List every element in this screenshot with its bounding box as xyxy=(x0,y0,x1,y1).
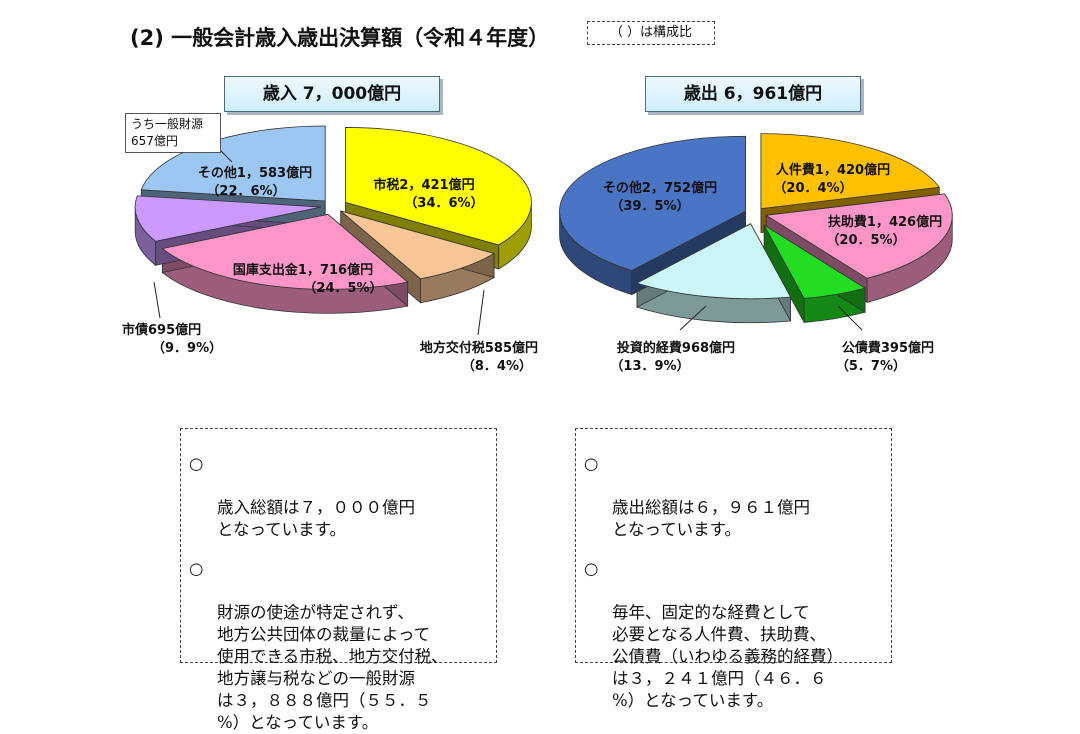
slice-jinken xyxy=(760,133,940,210)
label-rev-sonota: その他1，583億円 xyxy=(198,165,312,181)
note-text: 歳出総額は６，９６１億円 となっています。 xyxy=(612,498,810,539)
revenue-pie xyxy=(134,125,532,314)
note-text: 毎年、固定的な経費として 必要となる人件費、扶助費、 公債費（いわゆる義務的経費… xyxy=(612,603,843,710)
slice-shisai xyxy=(134,195,322,242)
label-exp-toshi: 投資的経費968億円 xyxy=(617,340,735,356)
label-exp-jinken: 人件費1，420億円 xyxy=(776,162,890,178)
revenue-note: ○ 歳入総額は７，０００億円 となっています。 xyxy=(189,453,488,541)
expenditure-note: ○ 毎年、固定的な経費として 必要となる人件費、扶助費、 公債費（いわゆる義務的… xyxy=(584,558,883,712)
revenue-note: ○ 財源の使途が特定されず、 地方公共団体の裁量によって 使用できる市税、地方交… xyxy=(189,558,488,734)
ratio-note: （ ）は構成比 xyxy=(587,21,715,45)
label-rev-chihokofu: 地方交付税585億円 xyxy=(420,340,538,356)
pct-rev-kokko: （24．5%） xyxy=(303,280,382,296)
bullet-circle: ○ xyxy=(584,559,599,578)
expenditure-pie xyxy=(559,133,953,324)
slice-kosai xyxy=(763,224,867,299)
pie-charts: その他1，583億円 （22．6%） 市税2，421億円 （34．6%） 国庫支… xyxy=(122,125,953,374)
bullet-circle: ○ xyxy=(189,559,204,578)
pct-exp-sonota: （39．5%） xyxy=(610,198,689,214)
label-exp-fujo: 扶助費1，426億円 xyxy=(828,214,942,230)
note-text: 歳入総額は７，０００億円 となっています。 xyxy=(217,498,415,539)
expenditure-notes-box: ○ 歳出総額は６，９６１億円 となっています。 ○ 毎年、固定的な経費として 必… xyxy=(575,428,892,710)
pct-exp-kosai: （5．7%） xyxy=(836,358,906,374)
revenue-notes-box: ○ 歳入総額は７，０００億円 となっています。 ○ 財源の使途が特定されず、 地… xyxy=(180,428,497,732)
pct-rev-shizei: （34．6%） xyxy=(404,195,483,211)
label-rev-shisai: 市債695億円 xyxy=(122,322,201,338)
callout-line-1: うち一般財源 xyxy=(131,117,204,131)
expenditure-note: ○ 歳出総額は６，９６１億円 となっています。 xyxy=(584,453,883,541)
note-text: 財源の使途が特定されず、 地方公共団体の裁量によって 使用できる市税、地方交付税… xyxy=(217,603,448,732)
callout-line-2: 657億円 xyxy=(131,134,178,148)
label-exp-sonota: その他2，752億円 xyxy=(603,180,717,196)
label-rev-shizei: 市税2，421億円 xyxy=(373,177,474,193)
slice-fujo xyxy=(765,193,953,279)
slice-kokko xyxy=(161,213,409,290)
slice-sonota xyxy=(559,135,746,272)
general-revenue-callout: うち一般財源 657億円 xyxy=(125,113,221,153)
pct-rev-chihokofu: （8．4%） xyxy=(462,358,532,374)
label-rev-kokko: 国庫支出金1，716億円 xyxy=(233,262,373,278)
slice-shizei xyxy=(344,127,532,246)
pct-exp-fujo: （20．5%） xyxy=(826,232,905,248)
pct-rev-shisai: （9．9%） xyxy=(152,340,222,356)
leader-lines xyxy=(153,149,863,336)
slice-toshi xyxy=(635,223,792,300)
pct-exp-toshi: （13．9%） xyxy=(610,358,689,374)
revenue-chart-title: 歳入 7，000億円 xyxy=(224,76,440,112)
page-title: (2) 一般会計歳入歳出決算額（令和４年度） xyxy=(130,26,550,50)
slice-chihokofu xyxy=(340,210,496,280)
bullet-circle: ○ xyxy=(584,454,599,473)
bullet-circle: ○ xyxy=(189,454,204,473)
pct-rev-sonota: （22．6%） xyxy=(206,183,285,199)
pct-exp-jinken: （20．4%） xyxy=(773,180,852,196)
expenditure-chart-title: 歳出 6，961億円 xyxy=(645,76,861,112)
label-exp-kosai: 公債費395億円 xyxy=(842,340,934,356)
